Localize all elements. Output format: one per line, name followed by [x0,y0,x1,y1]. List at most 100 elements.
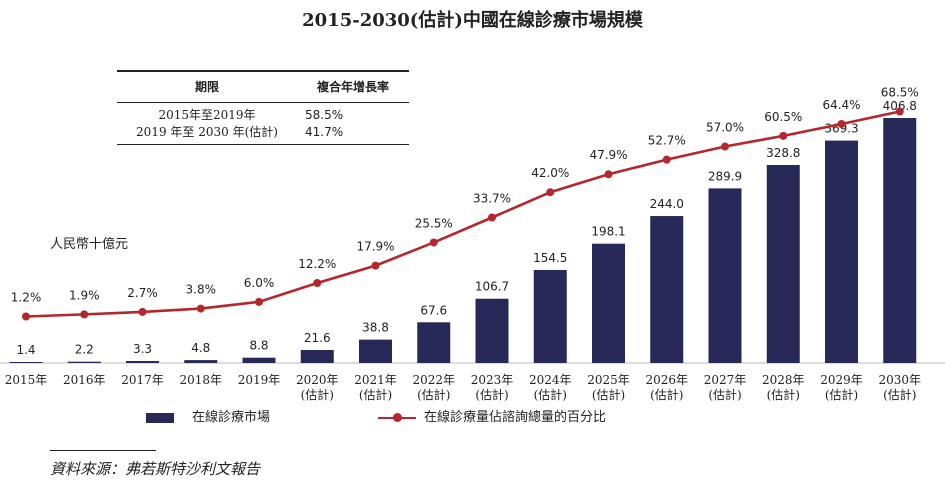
line-point [895,107,904,116]
header-period: 期限 [194,80,219,94]
bar-value-label: 106.7 [475,280,509,294]
bar-value-label: 67.6 [420,303,447,317]
line-value-label: 57.0% [706,121,744,135]
line-point [138,307,147,316]
bar-value-label: 244.0 [650,197,684,211]
line-point [488,213,496,222]
x-tick-label: 2019年 [238,373,281,387]
line-value-label: 17.9% [356,240,394,254]
x-tick-label: (估計) [359,387,392,402]
x-tick-label: 2024年 [529,373,572,387]
line-point [662,155,671,164]
bar [184,360,218,363]
source-rule [50,450,156,451]
legend-line: 在線診療量佔諮詢總量的百分比 [378,406,606,425]
line-value-label: 2.7% [127,286,158,300]
x-tick-label: 2028年 [762,373,805,387]
x-tick-label: (估計) [650,387,683,402]
bar [417,322,451,363]
line-value-label: 60.5% [764,110,802,124]
bar-value-label: 8.8 [249,339,268,353]
x-tick-label: 2026年 [645,373,688,387]
source-note: 資料來源：弗若斯特沙利文報告 [50,460,261,478]
table-header-row: 期限 複合年增長率 [117,72,409,102]
line-point [255,297,263,306]
bar-value-label: 4.8 [191,341,210,355]
header-rate: 複合年增長率 [316,80,389,94]
bar [708,188,742,363]
line-point [779,131,788,140]
line-value-label: 12.2% [298,257,336,271]
bar [766,164,800,363]
bar-value-label: 328.8 [766,146,800,160]
legend-line-marker [393,412,402,422]
line-value-label: 42.0% [531,166,569,180]
unit-label: 人民幣十億元 [50,237,129,252]
table-top-rule [117,70,409,72]
x-tick-label: (估計) [534,387,567,402]
line-value-label: 6.0% [244,276,275,290]
bar-value-label: 1.4 [16,343,35,357]
bar-value-label: 289.9 [708,169,742,183]
x-tick-label: 2021年 [354,373,397,387]
line-value-label: 3.8% [186,283,217,297]
chart-title: 2015-2030(估計)中國在線診療市場規模 [302,10,643,31]
legend-bar-swatch [146,412,174,423]
x-tick-label: 2025年 [587,373,630,387]
bar-value-label: 198.1 [591,225,625,239]
line-point [721,142,729,151]
line-value-label: 52.7% [648,134,686,148]
line-value-label: 1.9% [69,288,100,302]
x-tick-label: 2029年 [820,373,863,387]
line-point [604,170,613,179]
x-tick-label: 2030年 [878,373,921,387]
line-point [80,310,89,319]
row-rate: 58.5% [305,108,344,122]
line-point [546,188,555,197]
x-tick-label: (估計) [475,387,508,402]
bar [67,361,101,363]
table-mid-rule [117,102,409,103]
x-tick-label: 2017年 [121,373,164,387]
bar [650,216,684,363]
row-period: 2015年至2019年 [158,108,256,122]
bar-value-label: 21.6 [304,331,331,345]
x-tick-label: 2015年 [5,373,48,387]
bar-value-label: 38.8 [362,321,389,335]
bar [475,298,509,363]
line-point [22,312,30,321]
x-tick-label: 2023年 [471,373,514,387]
x-tick-label: 2016年 [63,373,106,387]
x-tick-label: (估計) [767,387,800,402]
bar [592,243,625,363]
line-point [313,278,322,287]
bar-value-label: 3.3 [133,342,152,356]
line-value-label: 1.2% [11,291,42,305]
row-period: 2019 年至 2030 年(估計) [136,125,278,139]
line-series [25,110,901,318]
line-point [837,119,846,128]
x-tick-label: (估計) [592,387,625,402]
bar [359,339,392,363]
x-tick-label: 2027年 [704,373,747,387]
bar [126,361,159,363]
table-row: 2015年至2019年 58.5% [117,107,409,124]
bar [300,349,334,363]
legend-line-swatch [378,412,416,422]
cagr-table: 期限 複合年增長率 2015年至2019年 58.5% 2019 年至 2030… [117,70,409,145]
table-row: 2019 年至 2030 年(估計) 41.7% [117,124,409,141]
line-value-label: 64.4% [822,98,860,112]
bar [9,362,43,363]
line-value-label: 25.5% [415,216,453,230]
line-point [371,261,380,270]
line-point [429,238,438,247]
line-value-label: 33.7% [473,192,511,206]
legend-bar-label: 在線診療市場 [192,410,271,425]
x-tick-label: (估計) [301,387,334,402]
bar-value-label: 154.5 [533,251,567,265]
bar-value-label: 406.8 [883,99,917,113]
x-tick-label: (估計) [417,387,450,402]
x-tick-label: (估計) [825,387,858,402]
x-tick-label: (估計) [708,387,741,402]
